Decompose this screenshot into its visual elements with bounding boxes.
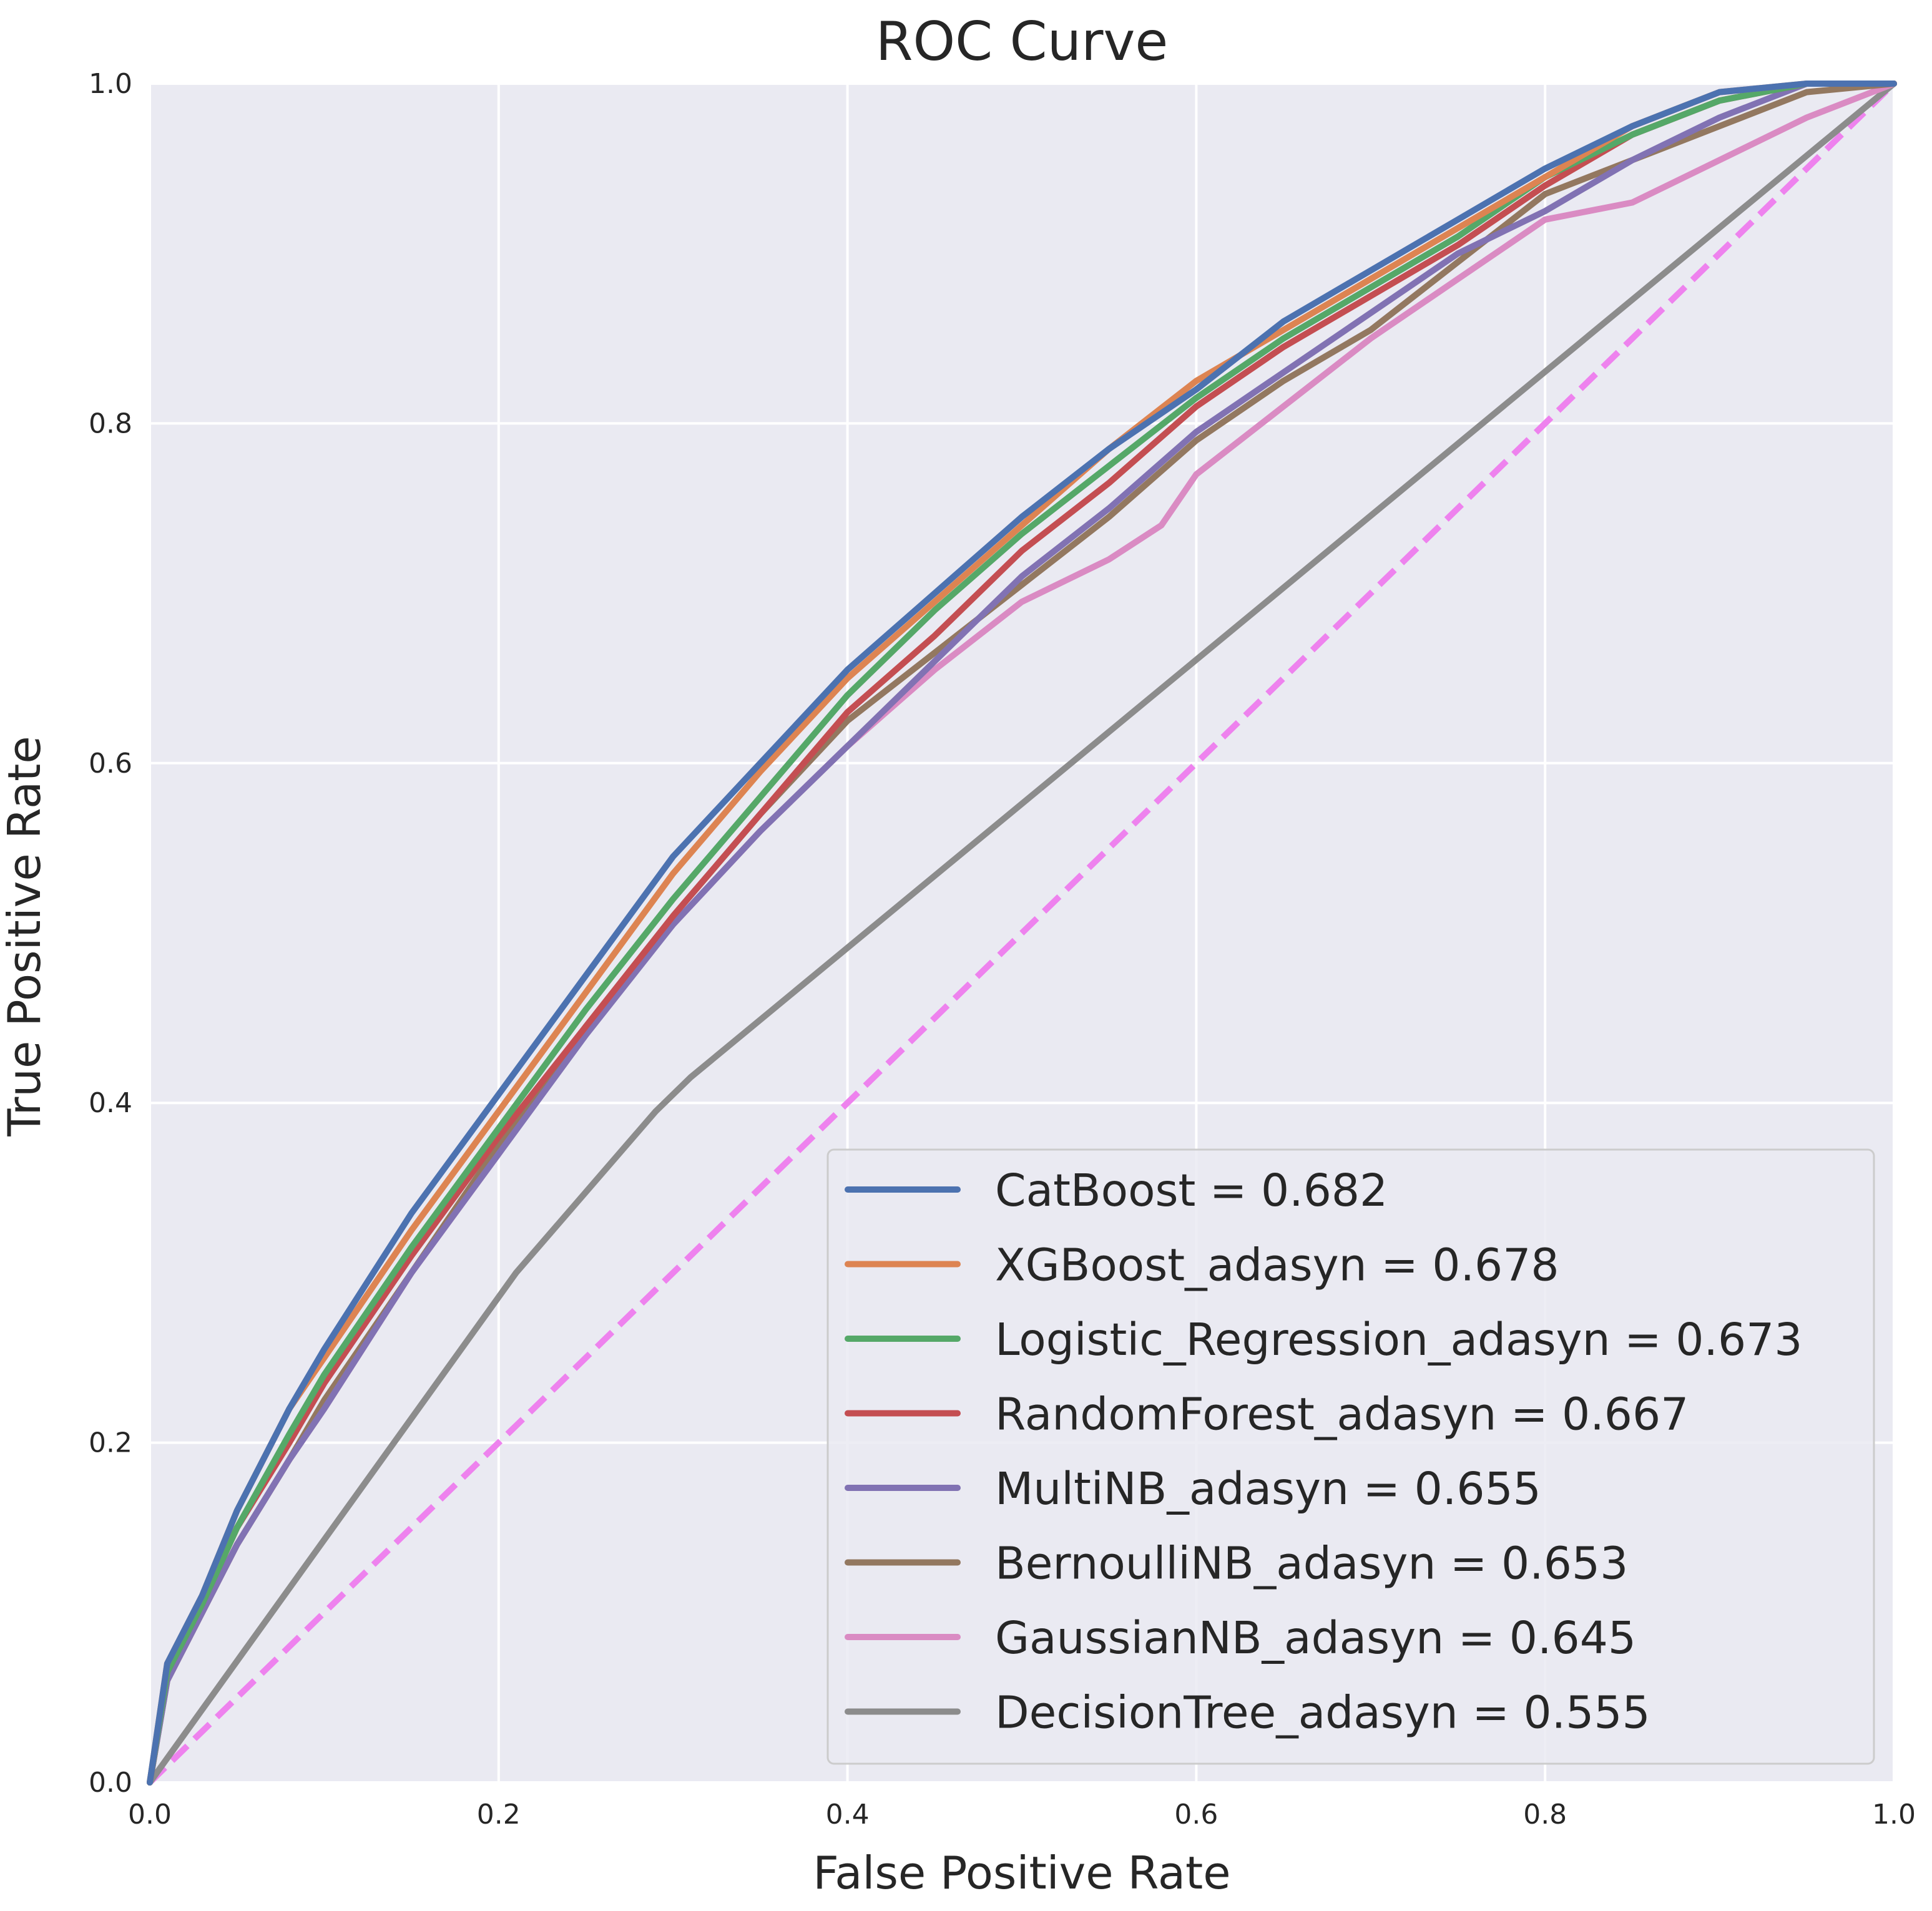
legend-label: RandomForest_adasyn = 0.667 [995,1389,1689,1440]
legend-label: Logistic_Regression_adasyn = 0.673 [995,1314,1802,1366]
x-tick-label: 0.6 [1174,1799,1218,1830]
baseline-diagonal [147,81,1896,1785]
series-line [147,81,1897,1786]
tick-labels: 0.0 0.2 0.4 0.6 0.8 1.0 0.0 0.2 0.4 0.6 0.8 1.0 [89,68,1916,1830]
legend-label: MultiNB_adasyn = 0.655 [995,1463,1541,1515]
series-line [147,81,1897,1786]
legend-label: GaussianNB_adasyn = 0.645 [995,1612,1636,1664]
y-tick-label: 0.6 [89,748,132,780]
series-line [147,81,1897,1786]
legend: CatBoost = 0.682 XGBoost_adasyn = 0.678 Lo… [826,1148,1875,1765]
x-tick-label: 0.2 [477,1799,521,1830]
y-tick-label: 0.2 [89,1427,132,1459]
legend-label: DecisionTree_adasyn = 0.555 [995,1687,1650,1739]
baseline-layer [147,81,1896,1785]
legend-label: CatBoost = 0.682 [995,1165,1388,1216]
x-tick-label: 1.0 [1872,1799,1916,1830]
legend-box [826,1148,1875,1765]
y-tick-label: 0.8 [89,408,132,439]
x-tick-label: 0.4 [826,1799,870,1830]
legend-label: BernoulliNB_adasyn = 0.653 [995,1538,1628,1590]
chart-title: ROC Curve [876,11,1169,73]
x-axis-label: False Positive Rate [813,1847,1230,1899]
y-tick-label: 0.0 [89,1767,132,1799]
series-line [147,81,1897,1786]
legend-label: XGBoost_adasyn = 0.678 [995,1239,1559,1291]
series-layer [147,81,1897,1786]
y-axis-label: True Positive Rate [0,736,51,1136]
y-tick-label: 1.0 [89,68,132,100]
y-tick-label: 0.4 [89,1087,132,1119]
x-tick-label: 0.8 [1523,1799,1567,1830]
x-tick-label: 0.0 [128,1799,172,1830]
